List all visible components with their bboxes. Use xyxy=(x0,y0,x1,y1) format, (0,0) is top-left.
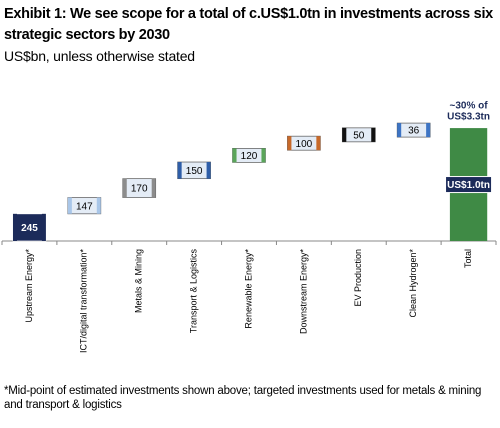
segment-cap xyxy=(426,123,431,138)
x-tick-label: Downstream Energy* xyxy=(298,249,308,335)
segment-cap xyxy=(261,148,266,163)
chart-subtitle: US$bn, unless otherwise stated xyxy=(4,48,195,64)
x-tick-label: ICT/digital transformation* xyxy=(79,249,89,354)
footnote: *Mid-point of estimated investments show… xyxy=(4,385,482,411)
value-label: US$1.0tn xyxy=(447,180,490,191)
x-tick-label: Total xyxy=(463,249,473,268)
annotation: ~30% of xyxy=(450,101,489,112)
value-label: 50 xyxy=(353,131,365,142)
segment-cap xyxy=(397,123,402,138)
segment-cap xyxy=(67,197,72,214)
segment-cap xyxy=(41,213,46,241)
x-tick-label: Upstream Energy* xyxy=(24,249,34,323)
x-tick-label: Transport & Logistics xyxy=(188,249,198,334)
x-tick-label: Clean Hydrogen* xyxy=(408,249,418,318)
segment-cap xyxy=(122,178,127,198)
chart-title: Exhibit 1: We see scope for a total of c… xyxy=(4,6,493,43)
segment-cap xyxy=(96,197,101,214)
annotation: US$3.3tn xyxy=(447,112,490,123)
waterfall-segment xyxy=(12,213,47,242)
segment-cap xyxy=(232,148,237,163)
x-tick-label: Renewable Energy* xyxy=(243,249,253,329)
segment-cap xyxy=(151,178,156,198)
chart: 245 Upstream Energy* 147 ICT/digital transf… xyxy=(1,101,497,354)
value-label-box xyxy=(445,176,493,194)
value-label: 100 xyxy=(296,139,313,150)
segment-cap xyxy=(177,162,182,179)
segment-cap xyxy=(316,136,321,151)
segment-cap xyxy=(371,127,376,142)
segment-cap xyxy=(206,162,211,179)
value-label: 36 xyxy=(408,126,420,137)
value-label: 120 xyxy=(241,151,258,162)
value-label: 245 xyxy=(21,223,38,234)
value-label: 170 xyxy=(131,184,148,195)
segment-cap xyxy=(342,127,347,142)
value-label: 147 xyxy=(76,201,93,212)
x-tick-label: Metals & Mining xyxy=(134,249,144,313)
segment-cap xyxy=(287,136,292,151)
value-label: 150 xyxy=(186,166,203,177)
x-tick-label: EV Production xyxy=(353,249,363,307)
segment-cap xyxy=(12,213,17,241)
